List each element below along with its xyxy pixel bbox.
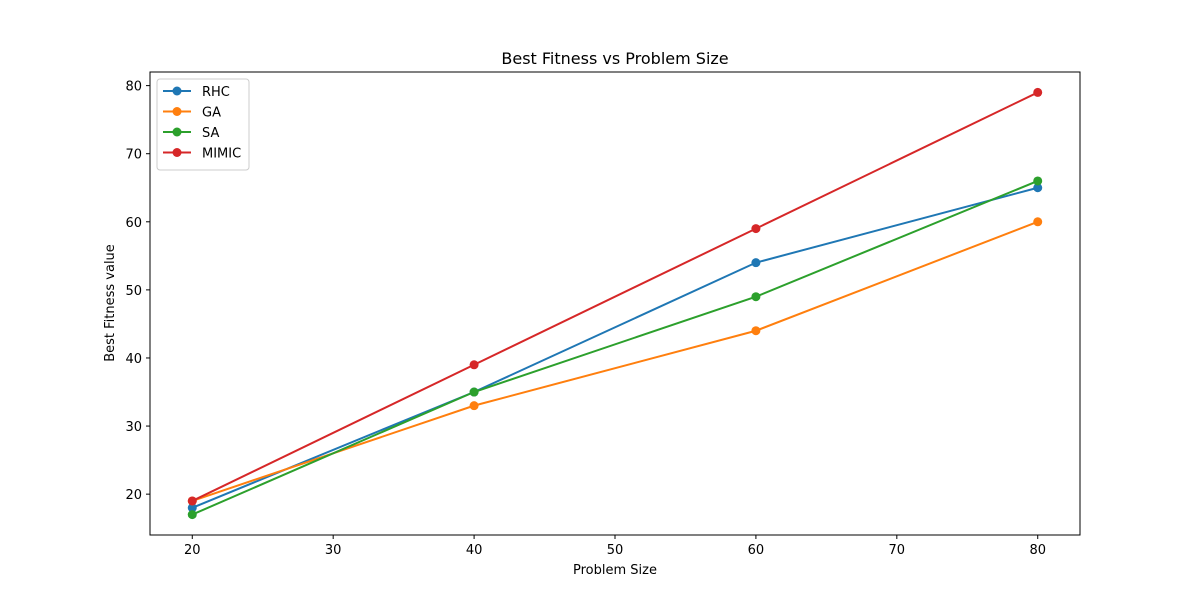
series-group (187, 87, 1043, 520)
legend-item: RHC (163, 85, 230, 100)
data-point (751, 224, 761, 234)
y-axis-label: Best Fitness value (103, 244, 118, 362)
x-axis-label: Problem Size (573, 563, 657, 578)
x-tick-label: 20 (184, 543, 201, 558)
plot-area (149, 71, 1081, 536)
y-axis: 20 30 40 50 60 70 80 (125, 80, 150, 503)
legend-item: SA (163, 126, 219, 141)
series-mimic (187, 87, 1043, 506)
y-tick-label: 80 (125, 80, 142, 95)
legend-swatch-marker (172, 107, 182, 116)
y-tick-label: 50 (125, 284, 142, 299)
y-tick-label: 60 (125, 216, 142, 231)
data-point (1033, 87, 1043, 97)
data-point (469, 387, 479, 397)
data-point (1033, 217, 1043, 227)
x-tick-label: 50 (607, 543, 624, 558)
series-line (191, 91, 1039, 502)
legend-box (156, 78, 250, 171)
series-line (191, 186, 1038, 509)
y-tick-label: 70 (125, 148, 142, 163)
plot-frame (149, 71, 1081, 536)
legend-swatch-marker (172, 127, 182, 137)
series-line (191, 180, 1039, 516)
data-point (469, 401, 479, 411)
data-point (187, 510, 197, 520)
x-axis: 20 30 40 50 60 70 80 (184, 535, 1046, 558)
data-point (751, 258, 761, 268)
x-tick-label: 60 (748, 543, 765, 558)
chart-title: Best Fitness vs Problem Size (501, 49, 728, 68)
data-point (751, 326, 761, 336)
legend-label: GA (202, 106, 221, 121)
legend-label: RHC (202, 85, 230, 100)
y-tick-label: 40 (125, 352, 142, 367)
legend: RHC GA SA MIMIC (156, 78, 250, 171)
data-point (469, 360, 479, 370)
legend-swatch-marker (172, 148, 182, 157)
x-tick-label: 70 (889, 543, 906, 558)
data-point (187, 496, 197, 506)
x-tick-label: 30 (325, 543, 342, 558)
series-sa (187, 176, 1043, 520)
data-point (1033, 183, 1043, 193)
y-tick-label: 20 (125, 488, 142, 503)
legend-label: SA (202, 126, 219, 141)
legend-item: MIMIC (163, 147, 241, 162)
legend-item: GA (163, 106, 221, 121)
legend-swatch-marker (172, 86, 182, 96)
x-tick-label: 80 (1029, 543, 1046, 558)
data-point (187, 503, 197, 513)
data-point (751, 292, 761, 302)
legend-label: MIMIC (202, 147, 241, 162)
y-tick-label: 30 (125, 420, 142, 435)
data-point (1033, 176, 1043, 186)
x-tick-label: 40 (466, 543, 483, 558)
